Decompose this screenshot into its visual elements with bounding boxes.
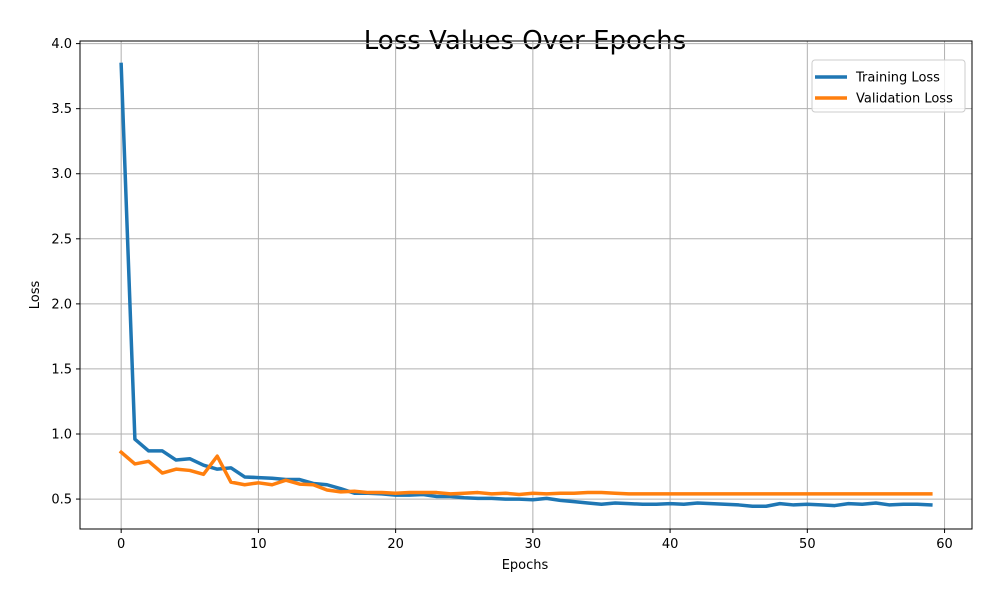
legend-box [811, 59, 966, 113]
x-tick-label: 50 [799, 537, 816, 552]
y-tick-label: 2.5 [51, 232, 72, 247]
x-tick-label: 20 [387, 537, 404, 552]
x-tick-label: 60 [936, 537, 953, 552]
y-tick-label: 2.0 [51, 297, 72, 312]
training-loss-legend-label: Training Loss [855, 71, 940, 86]
y-tick-label: 3.5 [51, 102, 72, 117]
grid-lines [80, 41, 972, 529]
validation-loss-line [118, 449, 933, 497]
y-tick-label: 3.0 [51, 167, 72, 182]
y-axis-label: Loss [28, 281, 43, 310]
y-tick-label: 1.0 [51, 428, 72, 443]
y-axis-ticks: 0.5 1.0 1.5 2.0 2.5 3.0 3.5 4.0 [51, 37, 80, 508]
x-tick-label: 40 [662, 537, 679, 552]
x-axis-label: Epochs [502, 558, 549, 573]
x-tick-label: 10 [250, 537, 267, 552]
x-axis-ticks: 0 10 20 30 40 50 60 [117, 529, 953, 552]
validation-loss-legend-label: Validation Loss [856, 92, 953, 107]
legend: Training Loss Validation Loss [811, 59, 966, 113]
y-tick-label: 0.5 [51, 493, 72, 508]
y-tick-label: 4.0 [51, 37, 72, 52]
x-tick-label: 0 [117, 537, 125, 552]
y-tick-label: 1.5 [51, 362, 72, 377]
x-tick-label: 30 [525, 537, 542, 552]
plot-area-frame [79, 40, 973, 530]
training-loss-line [119, 62, 933, 508]
series-lines [118, 62, 933, 508]
